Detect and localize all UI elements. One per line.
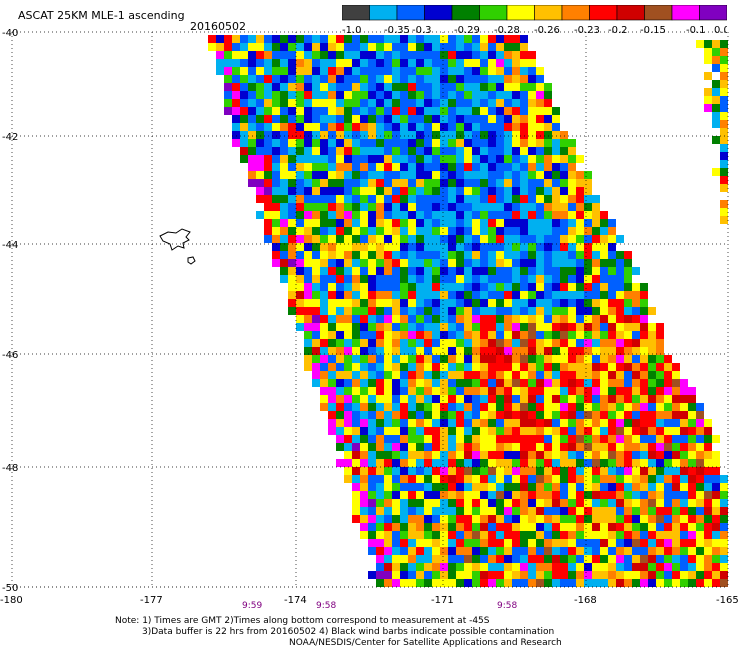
pass-time-label: 9:58	[316, 601, 336, 611]
legend-tick-label: -0.15	[640, 25, 666, 36]
legend-swatch	[451, 5, 480, 21]
color-legend: -1.0 -0.35 -0.3 -0.29 -0.28 -0.26 -0.23 -0.2 -0.…	[342, 5, 727, 36]
legend-tick-label: -0.26	[534, 25, 560, 36]
footnote-line-1: Note: 1) Times are GMT 2)Times along bot…	[115, 616, 490, 626]
legend-swatch	[561, 5, 590, 21]
lon-label: -177	[140, 595, 163, 606]
legend-tick-label: -0.1	[686, 25, 706, 36]
product-date: 20160502	[190, 20, 246, 33]
legend-swatch	[644, 5, 673, 21]
legend-swatch	[616, 5, 645, 21]
legend-swatch	[396, 5, 425, 21]
legend-tick-label: -0.28	[494, 25, 520, 36]
lon-label: -180	[0, 595, 23, 606]
legend-swatch	[342, 5, 370, 21]
legend-swatch	[671, 5, 700, 21]
legend-swatch	[369, 5, 398, 21]
lat-label: -50	[2, 583, 18, 594]
lon-label: -168	[574, 595, 597, 606]
lon-label: -171	[431, 595, 454, 606]
island-outline	[159, 228, 196, 265]
legend-tick-label: -0.3	[412, 25, 432, 36]
lon-label: -165	[716, 595, 739, 606]
legend-swatch	[424, 5, 453, 21]
swath-pixels	[208, 35, 728, 587]
legend-tick-label: -0.29	[454, 25, 480, 36]
legend-tick-label: -0.2	[608, 25, 628, 36]
legend-swatch	[699, 5, 727, 21]
graticule	[11, 31, 729, 588]
product-title: ASCAT 25KM MLE-1 ascending	[18, 9, 185, 22]
pass-time-label: 9:59	[242, 601, 262, 611]
footnote-credit: NOAA/NESDIS/Center for Satellite Applica…	[289, 638, 562, 648]
lat-label: -42	[2, 132, 18, 143]
lat-label: -48	[2, 463, 18, 474]
legend-swatch	[506, 5, 535, 21]
footnote-line-2: 3)Data buffer is 22 hrs from 20160502 4)…	[142, 627, 555, 637]
lat-label: -44	[2, 240, 18, 251]
legend-swatch	[479, 5, 508, 21]
lat-label: -46	[2, 350, 18, 361]
legend-swatch	[589, 5, 618, 21]
legend-tick-label: 0.0	[714, 25, 727, 36]
lon-label: -174	[284, 595, 307, 606]
legend-swatch	[534, 5, 563, 21]
legend-tick-label: -0.35	[384, 25, 410, 36]
lat-label: -40	[2, 28, 18, 39]
legend-tick-label: -0.23	[574, 25, 600, 36]
pass-time-label: 9:58	[497, 601, 517, 611]
legend-tick-label: -1.0	[342, 25, 362, 36]
